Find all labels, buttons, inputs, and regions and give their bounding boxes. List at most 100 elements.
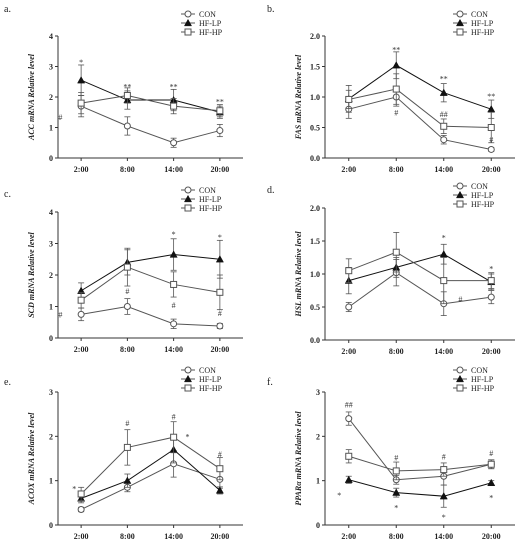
square-marker [170, 280, 178, 288]
series-hf-hp [345, 232, 495, 305]
circle-marker [345, 415, 353, 423]
y-axis-label: SCD mRNA Relative level [27, 231, 36, 317]
circle-marker [487, 293, 495, 301]
series-hf-hp [77, 421, 224, 502]
significance-mark: ## [345, 400, 353, 409]
y-tick-label: 2 [49, 93, 53, 102]
series-con [345, 259, 495, 316]
legend-entry: HF-LP [471, 19, 494, 28]
circle-marker [216, 322, 224, 330]
significance-mark: * [72, 485, 76, 494]
y-tick-label: 3 [49, 240, 53, 249]
legend-triangle-marker [455, 18, 465, 27]
triangle-marker [215, 486, 224, 494]
y-tick-label: 3 [49, 388, 53, 397]
square-marker [123, 263, 131, 271]
series-line [348, 96, 492, 150]
chart-panel-1: a. 0 1 2 3 4 2:00 8:00 14:00 20:00 ACC mRNA Relati… [4, 4, 243, 174]
triangle-marker [392, 61, 401, 69]
square-marker [170, 433, 178, 441]
legend-entry: HF-HP [199, 204, 223, 213]
triangle-marker [77, 76, 86, 84]
significance-mark: # [125, 287, 129, 296]
significance-mark: ** [487, 92, 495, 101]
x-tick-label: 2:00 [74, 532, 89, 541]
significance-mark: # [172, 412, 176, 421]
series-line [348, 88, 492, 128]
x-tick-label: 20:00 [482, 532, 501, 541]
square-marker [77, 490, 85, 498]
square-marker [123, 91, 131, 99]
significance-mark: # [172, 301, 176, 310]
significance-mark: # [125, 419, 129, 428]
series-con [345, 87, 495, 153]
panel-label: c. [4, 189, 11, 200]
y-axis-label: ACC mRNA Relative level [27, 53, 36, 141]
x-tick-label: 8:00 [389, 532, 404, 541]
significance-mark: * [337, 491, 341, 500]
x-tick-label: 20:00 [211, 345, 230, 354]
x-tick-label: 14:00 [164, 165, 183, 174]
square-marker [77, 296, 85, 304]
triangle-marker [169, 250, 178, 258]
significance-mark: # [218, 309, 222, 318]
y-tick-label: 2.0 [310, 32, 320, 41]
legend-entry: CON [471, 10, 488, 19]
significance-mark: ** [216, 98, 224, 107]
square-marker [216, 288, 224, 296]
legend-entry: HF-HP [471, 200, 495, 209]
triangle-marker [123, 476, 132, 484]
chart-panel-5: e. 0 1 2 3 2:00 8:00 14:00 20:00 ACOX mRNA Relati… [4, 366, 243, 541]
series-line [81, 305, 220, 327]
y-tick-label: 0.5 [310, 124, 320, 133]
legend-triangle-marker [183, 18, 193, 27]
x-tick-label: 2:00 [341, 532, 356, 541]
square-marker [487, 277, 495, 285]
y-axis-label: PPARα mRNA Relative level [294, 411, 303, 506]
triangle-marker [215, 255, 224, 263]
chart-panel-2: b. 0.0 0.5 1.0 1.5 2.0 2:00 8:00 14:00 20:00 FAS m… [267, 4, 515, 174]
circle-marker [440, 136, 448, 144]
legend-circle-marker [184, 186, 192, 194]
legend-triangle-marker [183, 374, 193, 383]
legend-entry: HF-LP [471, 375, 494, 384]
triangle-marker [439, 250, 448, 258]
significance-mark: * [172, 230, 176, 239]
significance-mark: ** [170, 82, 178, 91]
y-tick-label: 0.0 [310, 154, 320, 163]
legend-entry: HF-HP [199, 28, 223, 37]
square-marker [440, 277, 448, 285]
legend-square-marker [456, 384, 464, 392]
legend-entry: HF-LP [471, 191, 494, 200]
series-line [348, 272, 492, 308]
legend-triangle-marker [455, 190, 465, 199]
significance-mark: # [218, 450, 222, 459]
y-axis-label: HSL mRNA Relative level [294, 231, 303, 318]
significance-mark: # [58, 310, 62, 319]
x-tick-label: 8:00 [120, 532, 135, 541]
y-tick-label: 0 [49, 334, 53, 343]
x-tick-label: 2:00 [341, 165, 356, 174]
legend-entry: HF-LP [199, 375, 222, 384]
y-tick-label: 1 [49, 477, 53, 486]
series-hf-hp [77, 247, 224, 311]
y-tick-label: 4 [49, 208, 53, 217]
x-tick-label: 14:00 [164, 345, 183, 354]
legend-entry: HF-HP [471, 28, 495, 37]
chart-panel-6: f. 0 1 2 3 2:00 8:00 14:00 20:00 PPARα mRNA Relat… [267, 366, 515, 541]
series-hf-lp [77, 64, 224, 119]
x-tick-label: 20:00 [482, 347, 501, 356]
panel-label: e. [4, 377, 11, 388]
series-line [80, 266, 220, 301]
y-tick-label: 1 [49, 124, 53, 133]
significance-mark: # [58, 113, 62, 122]
legend-circle-marker [456, 182, 464, 190]
legend-circle-marker [184, 366, 192, 374]
triangle-marker [439, 88, 448, 96]
significance-mark: * [489, 494, 493, 503]
square-marker [440, 466, 448, 474]
